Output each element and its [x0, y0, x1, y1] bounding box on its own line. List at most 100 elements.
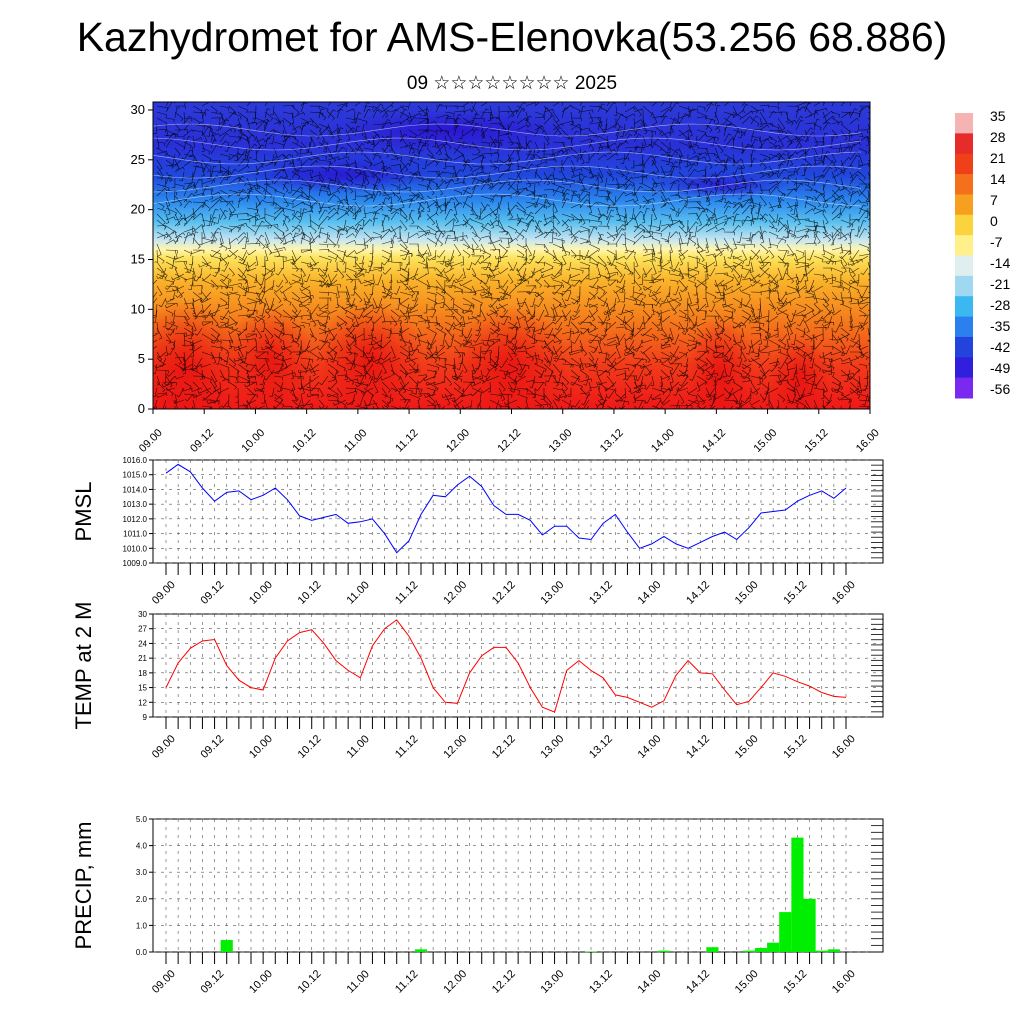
colorbar-segment: [955, 174, 973, 195]
colorbar-segment: [955, 296, 973, 318]
colorbar-segment: [955, 153, 973, 175]
y-tick-label: 4.0: [136, 842, 148, 851]
precip-bar: [803, 898, 816, 952]
precip-panel: 5.0 4.0 3.0 2.0 1.0 0.0 09.00 09.12 10.00 10.12 11…: [71, 815, 884, 996]
isotherm-line: [153, 193, 862, 207]
x-tick-label: 12.00: [441, 733, 469, 761]
x-tick-label: 14.00: [636, 733, 664, 761]
x-tick-label: 09.12: [198, 968, 226, 996]
x-tick-label: 12.00: [441, 579, 469, 607]
x-tick-label: 15.12: [781, 968, 809, 996]
y-tick-label: 25: [131, 152, 145, 167]
x-tick-label: 14.12: [684, 968, 712, 996]
heatmap-field: [153, 102, 870, 409]
x-tick-label: 11.12: [393, 427, 420, 454]
colorbar-label: 14: [990, 171, 1006, 187]
y-tick-label: 30: [138, 610, 147, 619]
colorbar-label: -14: [990, 255, 1010, 271]
isotherm-line: [153, 123, 862, 137]
x-tick-label: 14.12: [684, 733, 712, 761]
isotherm-line: [153, 165, 862, 179]
y-tick-label: 10: [131, 301, 145, 316]
colorbar-label: 7: [990, 192, 998, 208]
x-tick-label: 11.00: [344, 579, 371, 606]
y-tick-label: 0.0: [136, 948, 148, 957]
colorbar-segment: [955, 133, 973, 155]
y-tick-label: 1015.0: [123, 471, 148, 480]
y-tick-label: 30: [131, 102, 145, 117]
x-tick-label: 10.12: [296, 733, 324, 761]
x-tick-label: 16.00: [830, 733, 858, 761]
x-tick-label: 16.00: [854, 427, 882, 455]
x-tick-label: 15.00: [751, 427, 779, 455]
x-tick-label: 10.00: [247, 968, 275, 996]
colorbar-segment: [955, 377, 973, 399]
y-tick-label: 15: [131, 251, 145, 266]
colorbar-segment: [955, 194, 973, 216]
x-tick-label: 12.12: [490, 968, 518, 996]
x-tick-label: 11.12: [393, 579, 420, 606]
colorbar-label: -56: [990, 381, 1010, 397]
x-tick-label: 11.12: [393, 733, 420, 760]
x-tick-label: 11.00: [344, 733, 371, 760]
heatmap-warm-core: [153, 300, 245, 409]
isotherm-line: [153, 151, 862, 165]
colorbar-label: 28: [990, 129, 1006, 145]
x-tick-label: 11.12: [393, 968, 420, 995]
y-tick-label: 1010.0: [123, 544, 148, 553]
colorbar-label: 35: [990, 108, 1006, 124]
x-tick-label: 10.00: [247, 733, 275, 761]
y-tick-label: 27: [138, 625, 147, 634]
x-tick-label: 16.00: [830, 579, 858, 607]
colorbar-segment: [955, 316, 973, 338]
y-axis-label: TEMP at 2 M: [71, 602, 96, 730]
x-tick-label: 13.12: [587, 733, 615, 761]
precip-bar: [584, 951, 598, 952]
x-tick-label: 12.12: [490, 733, 518, 761]
precip-bar: [657, 950, 670, 952]
cross-section-panel: 0 5 10 15 20 25 30 09.00 09.12 10.00 10.12 11.00 11.…: [131, 101, 882, 455]
x-tick-label: 14.00: [636, 968, 664, 996]
y-tick-label: 1.0: [136, 921, 148, 930]
x-tick-label: 11.00: [342, 427, 369, 454]
y-tick-label: 1013.0: [123, 500, 148, 509]
x-tick-label: 13.12: [587, 579, 615, 607]
colorbar-label: -49: [990, 360, 1010, 376]
x-tick-label: 14.00: [649, 427, 677, 455]
precip-bar: [754, 948, 768, 952]
x-tick-label: 09.12: [198, 579, 226, 607]
x-tick-label: 12.00: [444, 427, 472, 455]
precip-bar: [767, 942, 780, 952]
x-tick-label: 10.00: [239, 427, 267, 455]
panel-frame: [152, 613, 884, 718]
x-tick-label: 15.00: [733, 968, 761, 996]
series-line: [165, 619, 847, 713]
heatmap-warm-core: [770, 335, 830, 409]
y-tick-label: 1012.0: [123, 515, 148, 524]
colorbar-segment: [955, 214, 973, 236]
heatmap-warm-core: [685, 315, 755, 409]
y-axis-label: PMSL: [71, 482, 96, 542]
precip-bar: [742, 950, 755, 952]
colorbar-label: -35: [990, 318, 1010, 334]
colorbar-label: -42: [990, 339, 1010, 355]
precip-bar: [791, 837, 804, 952]
x-tick-label: 15.00: [733, 579, 761, 607]
x-tick-label: 10.00: [247, 579, 275, 607]
x-tick-label: 10.12: [296, 579, 324, 607]
isotherm-line: [153, 137, 862, 151]
y-tick-label: 15: [138, 684, 147, 693]
colorbar-segment: [955, 357, 973, 379]
x-tick-label: 13.00: [538, 968, 566, 996]
heatmap-warm-core: [315, 300, 425, 409]
x-tick-label: 10.12: [296, 968, 324, 996]
x-tick-label: 09.00: [150, 733, 178, 761]
precip-bar: [827, 949, 840, 952]
colorbar-segment: [955, 235, 973, 256]
x-tick-label: 09.12: [188, 427, 216, 455]
y-tick-label: 12: [138, 698, 147, 707]
x-tick-label: 15.00: [733, 733, 761, 761]
colorbar-label: -21: [990, 276, 1010, 292]
temp-panel: 30 27 24 21 18 15 12 9 09.00 09.12 10.00 10.12 11.00…: [71, 602, 884, 761]
x-tick-label: 10.12: [291, 427, 319, 455]
